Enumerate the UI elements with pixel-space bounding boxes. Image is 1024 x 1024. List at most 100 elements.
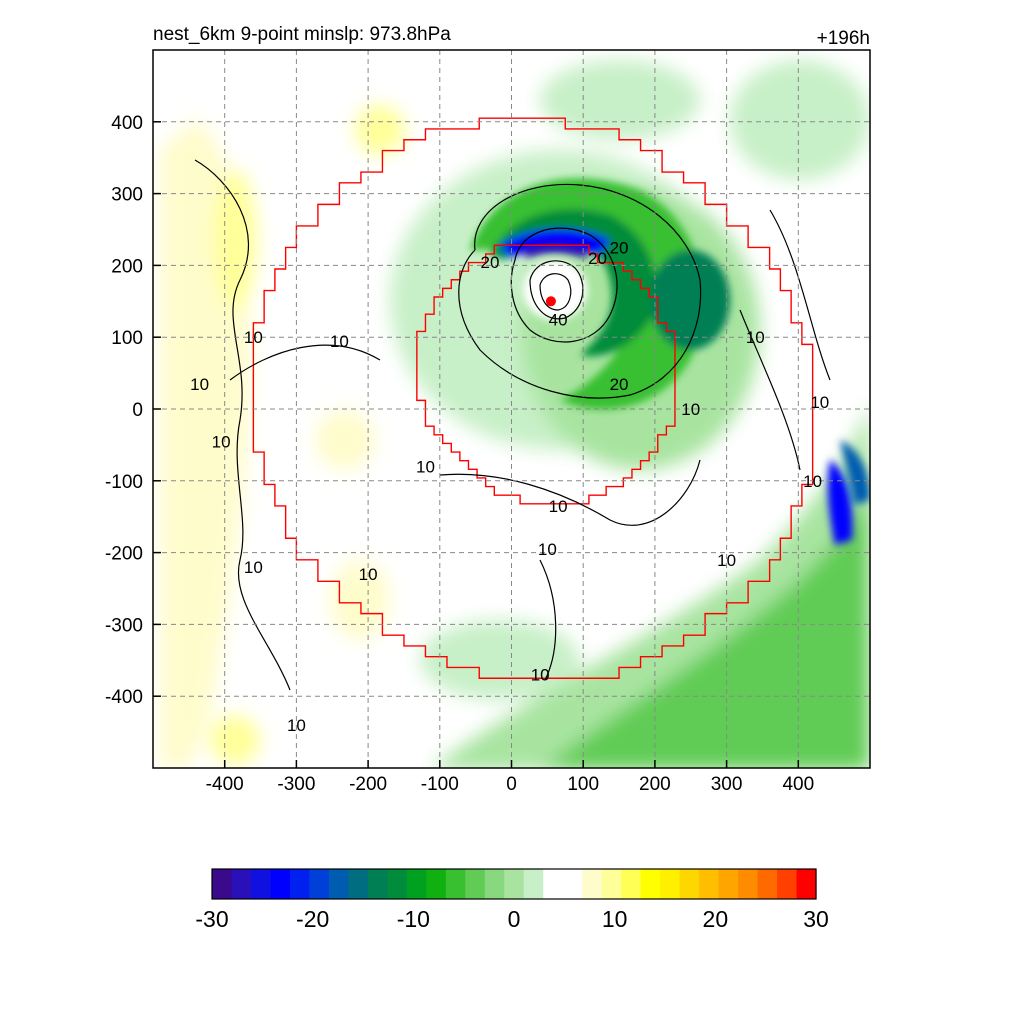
y-tick-label: 0 [132,400,143,421]
contour-label: 10 [190,375,209,394]
x-tick-label: 400 [782,774,814,795]
chart-title-left: nest_6km 9-point minslp: 973.8hPa [153,24,451,45]
colorbar-tick-label: 10 [602,906,628,932]
y-tick-label: 200 [111,256,143,277]
x-tick-label: -100 [421,774,459,795]
colorbar-tick-label: 20 [703,906,729,932]
colorbar-swatch [426,869,447,899]
x-axis: -400 -300 -200 -100 0 100 200 300 400 [206,760,814,795]
colorbar-tick-label: -10 [397,906,430,932]
colorbar-swatch [621,869,642,899]
colorbar-swatch [231,869,252,899]
contour-line-10-south [539,559,557,681]
contour-label: 10 [803,472,822,491]
y-tick-label: -200 [105,544,143,565]
colorbar: -30 -20 -10 0 10 20 30 [195,868,829,932]
colorbar-swatch [543,869,564,899]
colorbar-swatch [562,869,583,899]
colorbar-swatch [796,869,817,899]
colorbar-tick-label: 30 [803,906,829,932]
colorbar-swatch [738,869,759,899]
chart-title-right: +196h [817,28,870,49]
colorbar-swatch [270,869,291,899]
contour-label: 20 [610,238,629,257]
min-slp-marker [545,296,556,307]
colorbar-swatch [367,869,388,899]
colorbar-swatch [523,869,544,899]
contour-label: 20 [481,253,500,272]
colorbar-swatch [212,869,233,899]
colorbar-swatch [718,869,739,899]
x-tick-label: -200 [349,774,387,795]
colorbar-swatch [640,869,661,899]
y-tick-label: -100 [105,472,143,493]
contour-label: 10 [359,565,378,584]
contour-label: 10 [538,540,557,559]
y-tick-label: 300 [111,185,143,206]
y-tick-label: -400 [105,687,143,708]
colorbar-swatch [387,869,408,899]
colorbar-swatch [484,869,505,899]
contour-line-core-2 [539,273,572,311]
y-tick-label: 100 [111,328,143,349]
contour-line-10-mid [229,344,381,381]
contour-label: 10 [746,328,765,347]
colorbar-swatch [289,869,311,899]
contour-label: 10 [244,558,263,577]
colorbar-swatch [777,869,798,899]
contour-label: 10 [287,716,306,735]
colorbar-swatch [660,869,681,899]
y-tick-label: 400 [111,113,143,134]
y-axis: 400 300 200 100 0 -100 -200 -300 -400 [105,113,161,708]
colorbar-swatch [348,869,369,899]
contour-label: 10 [212,432,231,451]
colorbar-swatch [699,869,720,899]
contour-label: 40 [549,310,568,329]
grid-lines [153,50,870,768]
colorbar-swatch [582,869,603,899]
x-tick-label: 200 [639,774,671,795]
x-tick-label: 0 [506,774,517,795]
colorbar-swatch [309,869,330,899]
contour-line-20-inner [510,227,618,343]
colorbar-swatch [504,869,525,899]
colorbar-swatch [328,869,349,899]
colorbar-swatch [250,869,272,899]
contour-label: 10 [244,328,263,347]
contour-label: 20 [610,375,629,394]
colorbar-swatch [601,869,622,899]
y-tick-label: -300 [105,615,143,636]
contour-line-10-east [739,309,801,471]
x-tick-label: 300 [711,774,743,795]
contour-line-20-outer [458,183,702,399]
x-tick-label: -300 [277,774,315,795]
colorbar-swatch [406,869,427,899]
inner-domain-boundary [416,244,676,505]
colorbar-swatch [465,869,486,899]
contour-line-10-west [194,159,291,691]
contour-line-10-northeast [769,209,831,381]
colorbar-swatch [679,869,700,899]
contour-label: 20 [588,249,607,268]
contour-label: 10 [330,332,349,351]
contour-label: 10 [717,551,736,570]
contour-label: 10 [810,393,829,412]
domain-boundaries [252,117,814,679]
x-tick-label: 100 [567,774,599,795]
colorbar-tick-label: -30 [195,906,228,932]
contour-label: 10 [531,666,550,685]
x-tick-label: -400 [206,774,244,795]
contour-line-10-spiral [439,459,701,526]
colorbar-swatch [757,869,778,899]
colorbar-frame [211,868,817,900]
contour-label: 10 [681,400,700,419]
contour-label: 10 [416,457,435,476]
colorbar-tick-label: 0 [508,906,521,932]
contour-lines [194,159,831,691]
contour-line-core-1 [529,260,584,320]
colorbar-tick-label: -20 [296,906,329,932]
contour-label: 10 [549,497,568,516]
colorbar-swatch [445,869,466,899]
